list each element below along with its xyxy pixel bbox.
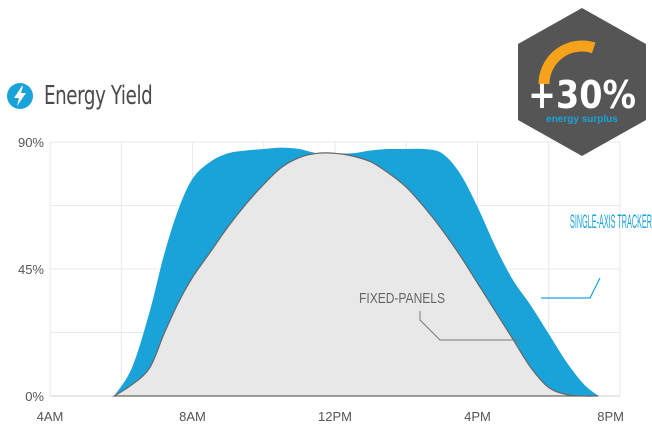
series-annotations: SINGLE-AXIS TRACKER FIXED-PANELS — [359, 212, 652, 341]
gauge-arc — [538, 40, 596, 85]
page-title: Energy Yield — [44, 81, 153, 111]
x-tick-label: 4PM — [464, 409, 491, 424]
y-tick-label: 0% — [25, 389, 44, 404]
surplus-caption: energy surplus — [546, 114, 618, 125]
y-tick-label: 45% — [18, 262, 44, 277]
fixed-panels-area — [112, 152, 599, 397]
lightning-bolt-icon — [7, 83, 33, 109]
x-axis-ticks: 4AM 8AM 12PM 4PM 8PM — [37, 409, 624, 424]
fixed-leader-line — [419, 311, 522, 341]
surplus-value: +30% — [528, 73, 636, 117]
y-axis-ticks: 0% 45% 90% — [18, 135, 44, 404]
y-tick-label: 90% — [18, 135, 44, 150]
tracker-label: SINGLE-AXIS TRACKER — [570, 212, 652, 233]
x-tick-label: 12PM — [318, 409, 352, 424]
chart-title: Energy Yield — [6, 76, 183, 116]
fixed-panels-label: FIXED-PANELS — [359, 290, 445, 307]
badge-hexagon — [518, 8, 646, 156]
x-tick-label: 8PM — [597, 409, 624, 424]
chart-areas — [112, 147, 599, 397]
x-tick-label: 8AM — [179, 409, 206, 424]
energy-surplus-badge: +30% energy surplus — [518, 8, 646, 156]
tracker-leader-line — [541, 277, 601, 299]
x-tick-label: 4AM — [37, 409, 64, 424]
